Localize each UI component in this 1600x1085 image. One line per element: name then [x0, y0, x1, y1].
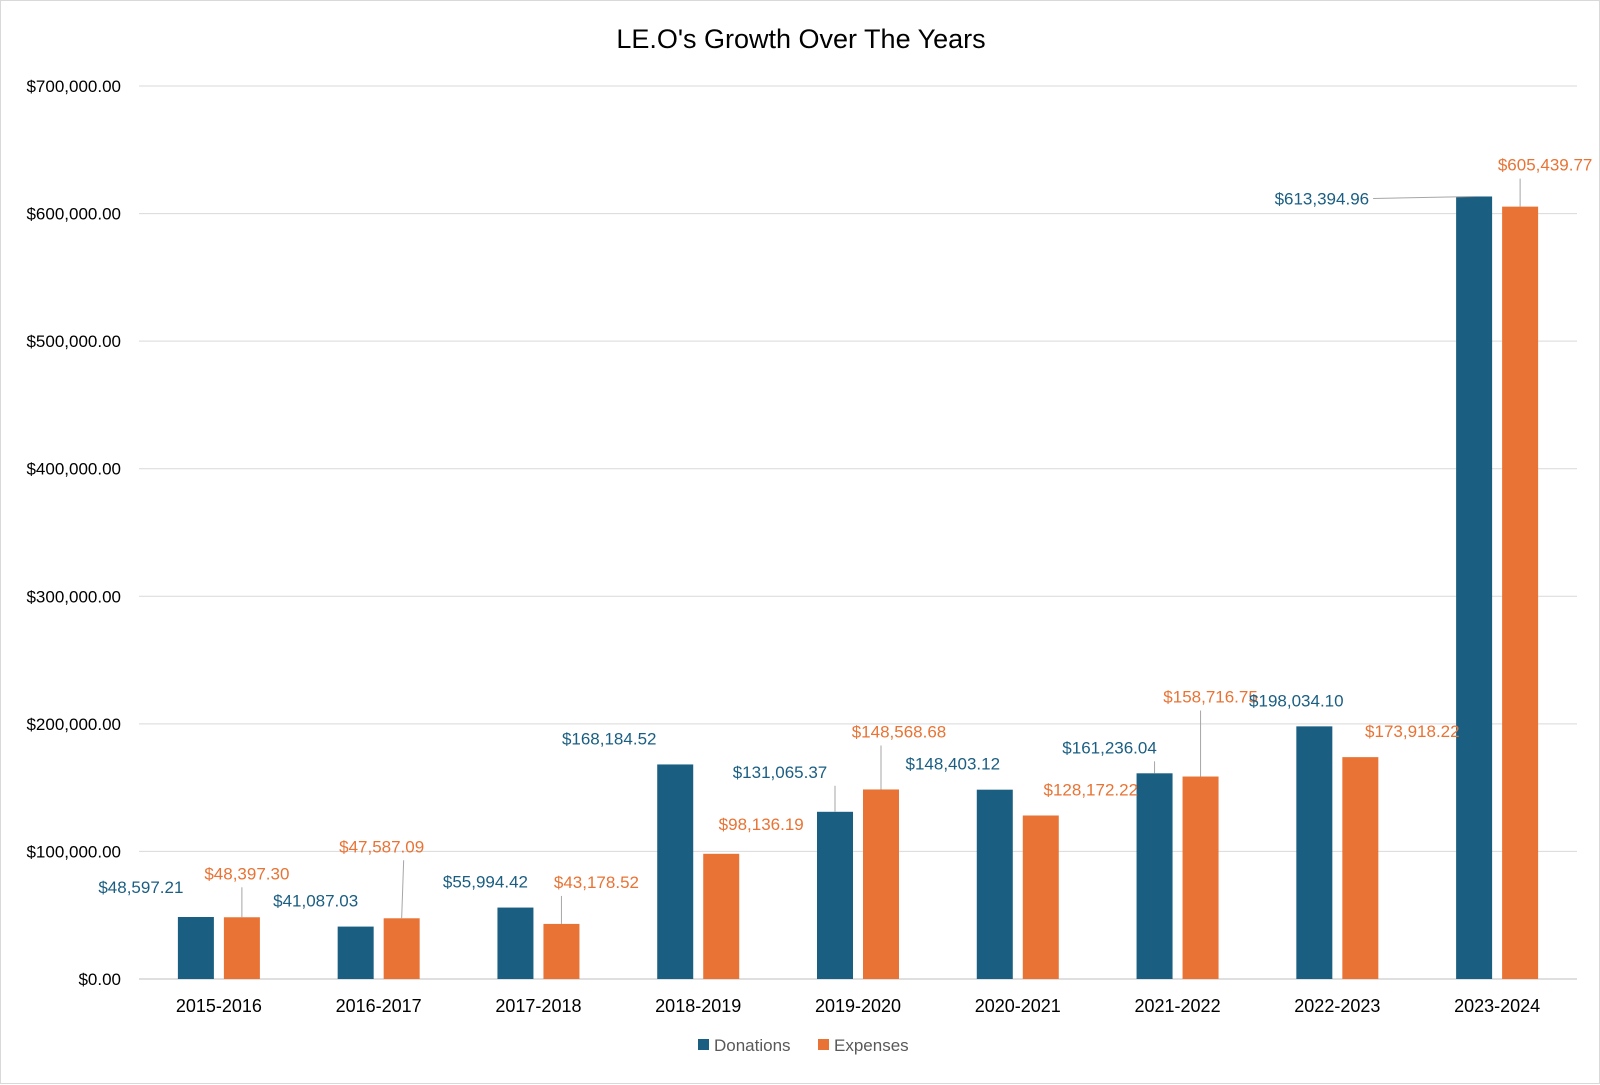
legend-swatch-donations: [698, 1039, 709, 1050]
data-label-donations: $613,394.96: [1275, 189, 1370, 208]
data-label-donations: $55,994.42: [443, 873, 528, 892]
bar-donations: [177, 917, 214, 979]
bar-donations: [337, 926, 374, 979]
legend-label-expenses: Expenses: [834, 1036, 909, 1055]
legend-swatch-expenses: [818, 1039, 829, 1050]
bar-donations: [817, 811, 853, 979]
bar-donations: [1136, 773, 1173, 979]
data-label-expenses: $47,587.09: [339, 837, 424, 856]
data-label-expenses: $98,136.19: [719, 815, 804, 834]
bar-donations: [1296, 726, 1333, 979]
y-tick-label: $400,000.00: [26, 460, 121, 479]
bar-donations: [497, 907, 534, 979]
data-label-donations: $48,597.21: [98, 878, 183, 897]
data-label-expenses: $158,716.75: [1163, 688, 1258, 707]
data-label-expenses: $48,397.30: [204, 864, 289, 883]
data-label-expenses: $173,918.22: [1365, 722, 1460, 741]
x-tick-label: 2022-2023: [1294, 996, 1380, 1016]
data-label-donations: $198,034.10: [1249, 691, 1344, 710]
y-tick-label: $100,000.00: [26, 842, 121, 861]
bar-donations: [1456, 196, 1493, 980]
x-tick-label: 2016-2017: [336, 996, 422, 1016]
y-tick-label: $500,000.00: [26, 332, 121, 351]
chart-title: LE.O's Growth Over The Years: [616, 24, 985, 54]
bar-expenses: [383, 918, 420, 979]
x-axis: 2015-2016 2016-2017 2017-2018 2018-2019 2019…: [176, 996, 1540, 1016]
y-axis: $0.00 $100,000.00 $200,000.00 $300,000.00 $4…: [26, 77, 121, 989]
data-label-expenses: $148,568.68: [852, 722, 947, 741]
gridlines: [139, 85, 1577, 980]
x-tick-label: 2018-2019: [655, 996, 741, 1016]
bar-donations: [976, 789, 1013, 979]
bar-expenses: [543, 923, 580, 979]
bar-expenses: [1342, 757, 1379, 979]
y-tick-label: $700,000.00: [26, 77, 121, 96]
y-tick-label: $0.00: [78, 970, 121, 989]
legend-label-donations: Donations: [714, 1036, 791, 1055]
data-label-expenses: $605,439.77: [1498, 156, 1593, 175]
x-tick-label: 2017-2018: [495, 996, 581, 1016]
y-tick-label: $300,000.00: [26, 587, 121, 606]
leader-line: [401, 860, 405, 919]
y-tick-label: $600,000.00: [26, 205, 121, 224]
bar-expenses: [863, 789, 899, 979]
x-tick-label: 2023-2024: [1454, 996, 1540, 1016]
data-label-donations: $161,236.04: [1062, 738, 1157, 757]
leader-line: [1373, 195, 1475, 199]
data-label-expenses: $43,178.52: [554, 873, 639, 892]
data-label-donations: $41,087.03: [273, 892, 358, 911]
bar-expenses: [703, 853, 740, 979]
data-label-expenses: $128,172.22: [1044, 780, 1139, 799]
bar-expenses: [223, 917, 260, 979]
x-tick-label: 2020-2021: [975, 996, 1061, 1016]
bar-expenses: [1502, 206, 1539, 979]
y-tick-label: $200,000.00: [26, 715, 121, 734]
x-tick-label: 2021-2022: [1135, 996, 1221, 1016]
bars: [177, 196, 1539, 980]
x-tick-label: 2019-2020: [815, 996, 901, 1016]
bar-donations: [657, 764, 694, 979]
data-label-donations: $148,403.12: [906, 755, 1001, 774]
data-label-donations: $131,065.37: [733, 763, 828, 782]
bar-expenses: [1022, 815, 1059, 979]
legend: Donations Expenses: [698, 1036, 909, 1055]
x-tick-label: 2015-2016: [176, 996, 262, 1016]
data-labels: $48,597.21 $48,397.30 $41,087.03 $47,587.09…: [98, 156, 1592, 924]
bar-expenses: [1182, 776, 1219, 979]
data-label-donations: $168,184.52: [562, 729, 657, 748]
